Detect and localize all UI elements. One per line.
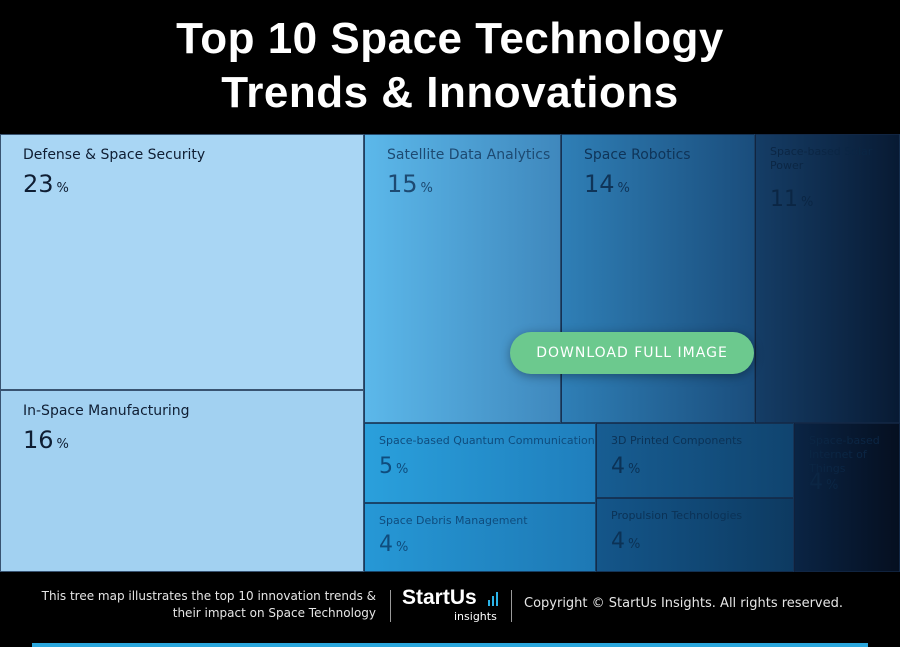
copyright-text: Copyright © StartUs Insights. All rights… (524, 596, 843, 611)
treemap-chart: Defense & Space Security 23% In-Space Manu… (0, 134, 900, 572)
treemap-label: In-Space Manufacturing (23, 403, 190, 419)
startus-logo[interactable]: StartUs insights (402, 586, 502, 626)
treemap-value: 23% (23, 171, 69, 202)
treemap-value: 4% (611, 529, 640, 558)
footer-description-line-2: their impact on Space Technology (172, 606, 376, 620)
treemap-value-unit: % (617, 181, 630, 196)
treemap-label: Space Robotics (584, 147, 691, 163)
treemap-cell-space-debris-management: Space Debris Management 4% (364, 503, 596, 572)
treemap-value: 4% (611, 454, 640, 483)
treemap-value: 16% (23, 427, 69, 458)
treemap-value-number: 14 (584, 170, 615, 198)
page-title: Top 10 Space Technology Trends & Innovat… (0, 0, 900, 134)
treemap-label: Space Debris Management (379, 514, 528, 527)
bottom-accent-bar (32, 643, 868, 647)
treemap-value: 5% (379, 454, 408, 483)
treemap-value-unit: % (56, 437, 69, 452)
treemap-label: Propulsion Technologies (611, 509, 743, 522)
treemap-value-unit: % (628, 537, 641, 552)
treemap-value: 15% (387, 171, 433, 202)
treemap-cell-defense-and-space-security: Defense & Space Security 23% (0, 134, 364, 390)
download-full-image-button[interactable]: DOWNLOAD FULL IMAGE (510, 332, 754, 374)
treemap-cell-propulsion-technologies: Propulsion Technologies 4% (596, 498, 794, 572)
treemap-cell-space-based-internet-of-things: Space-based Internet of Things 4% (794, 423, 900, 572)
treemap-label: Space-based Quantum Communication (379, 434, 595, 447)
title-line-1: Top 10 Space Technology (176, 14, 724, 63)
treemap-value-number: 15 (387, 170, 418, 198)
treemap-value: 14% (584, 171, 630, 202)
logo-sub-text: insights (454, 610, 497, 623)
treemap-value-number: 4 (379, 532, 393, 557)
treemap-cell-space-based-quantum-communication: Space-based Quantum Communication 5% (364, 423, 596, 503)
treemap-value-number: 23 (23, 170, 54, 198)
footer-divider-left (390, 590, 391, 622)
logo-brand-text: StartUs (402, 586, 477, 609)
treemap-value-unit: % (396, 462, 409, 477)
treemap-value-unit: % (826, 478, 839, 493)
treemap-value: 4% (809, 470, 838, 499)
treemap-value-number: 5 (379, 454, 393, 479)
treemap-cell-in-space-manufacturing: In-Space Manufacturing 16% (0, 390, 364, 572)
treemap-value-unit: % (801, 195, 814, 210)
treemap-value-unit: % (396, 540, 409, 555)
treemap-cell-space-robotics: Space Robotics 14% (561, 134, 755, 423)
treemap-value: 4% (379, 532, 408, 561)
treemap-label: 3D Printed Components (611, 434, 743, 447)
treemap-value-number: 11 (770, 187, 798, 212)
logo-bars-icon (488, 592, 500, 606)
treemap-label: Satellite Data Analytics (387, 147, 551, 163)
footer-description: This tree map illustrates the top 10 inn… (20, 588, 376, 622)
treemap-value: 11% (770, 187, 813, 216)
treemap-value-unit: % (420, 181, 433, 196)
treemap-cell-satellite-data-analytics: Satellite Data Analytics 15% (364, 134, 561, 423)
footer: This tree map illustrates the top 10 inn… (0, 572, 900, 647)
treemap-label: Space-based Internet of Things (809, 434, 880, 475)
treemap-value-number: 4 (611, 529, 625, 554)
treemap-label: Defense & Space Security (23, 147, 206, 163)
treemap-cell-3d-printed-components: 3D Printed Components 4% (596, 423, 794, 498)
treemap-value-unit: % (628, 462, 641, 477)
treemap-label: Space-based Solar Power (770, 145, 873, 172)
treemap-value-number: 4 (611, 454, 625, 479)
footer-divider-right (511, 590, 512, 622)
title-line-2: Trends & Innovations (221, 68, 679, 117)
treemap-value-number: 16 (23, 426, 54, 454)
treemap-value-unit: % (56, 181, 69, 196)
footer-description-line-1: This tree map illustrates the top 10 inn… (41, 589, 376, 603)
treemap-value-number: 4 (809, 470, 823, 495)
treemap-cell-space-based-solar-power: Space-based Solar Power 11% (755, 134, 900, 423)
